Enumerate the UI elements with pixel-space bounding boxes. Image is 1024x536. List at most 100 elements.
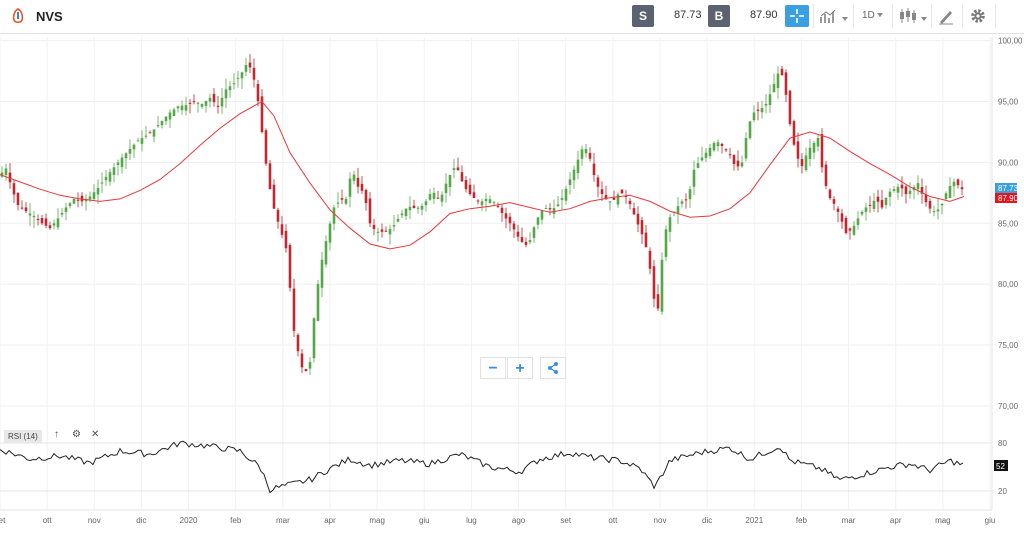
candle xyxy=(896,183,900,200)
candle xyxy=(368,191,372,227)
candle xyxy=(236,70,240,88)
candle xyxy=(224,78,228,108)
candle xyxy=(308,357,312,375)
candle xyxy=(12,180,16,204)
candle xyxy=(784,69,788,103)
candle xyxy=(704,147,708,162)
x-tick-label: feb xyxy=(230,516,242,525)
gear-icon xyxy=(971,9,985,23)
y-tick-label: 100,00 xyxy=(998,37,1023,46)
candle xyxy=(956,178,960,189)
interval-dropdown[interactable]: 1D xyxy=(860,4,888,28)
candle xyxy=(144,126,148,140)
candle xyxy=(300,349,304,373)
rsi-indicator-tag[interactable]: RSI (14) xyxy=(4,430,42,443)
candle xyxy=(476,199,480,205)
crosshair-button[interactable] xyxy=(785,5,809,27)
candle xyxy=(20,200,24,210)
chart-type-button[interactable] xyxy=(819,4,851,28)
candle xyxy=(228,80,232,98)
move-up-icon[interactable]: ↑ xyxy=(54,429,59,440)
candle xyxy=(920,178,924,204)
candle xyxy=(316,279,320,322)
candle xyxy=(528,232,532,245)
candle xyxy=(664,225,668,262)
candle xyxy=(508,212,512,232)
candle xyxy=(264,128,268,166)
x-tick-label: mag xyxy=(369,516,385,525)
candle xyxy=(440,191,444,207)
candle xyxy=(384,226,388,232)
buy-price-badge: 87.90 xyxy=(995,193,1019,203)
x-tick-label: mag xyxy=(935,516,951,525)
candle xyxy=(852,221,856,237)
candle xyxy=(284,224,288,253)
candle xyxy=(804,147,808,172)
settings-button[interactable] xyxy=(969,4,989,28)
candle xyxy=(280,216,284,239)
buy-price[interactable]: 87.90 xyxy=(750,9,778,21)
buy-button[interactable]: B xyxy=(708,5,730,27)
candle xyxy=(392,214,396,232)
share-button[interactable] xyxy=(540,357,566,379)
candle xyxy=(260,89,264,134)
candle xyxy=(756,101,760,121)
candle xyxy=(28,203,32,227)
candle xyxy=(848,227,852,240)
candle xyxy=(544,204,548,210)
indicator-settings-icon[interactable]: ⚙ xyxy=(72,429,81,440)
candlestick-series xyxy=(0,53,964,375)
crosshair-icon xyxy=(790,9,804,23)
candle xyxy=(944,191,948,201)
x-tick-label: 2020 xyxy=(180,516,198,525)
candle xyxy=(820,128,824,173)
sell-price[interactable]: 87.73 xyxy=(674,9,702,21)
rsi-value: 52 xyxy=(996,462,1005,471)
instrument-ticker: NVS xyxy=(36,9,63,24)
candle xyxy=(168,109,172,129)
x-tick-label: ott xyxy=(608,516,618,525)
chart-canvas[interactable]: 100,00 95,00 90,00 85,00 80,00 75,00 70,00 87.… xyxy=(0,34,1024,531)
candle xyxy=(124,152,128,169)
candle xyxy=(620,189,624,194)
candle xyxy=(644,224,648,248)
candle xyxy=(676,197,680,225)
candle xyxy=(296,333,300,357)
sell-button[interactable]: S xyxy=(632,5,654,27)
svg-text:87.73: 87.73 xyxy=(998,184,1019,193)
price-chart[interactable]: 100,00 95,00 90,00 85,00 80,00 75,00 70,00 87.… xyxy=(0,34,1024,531)
candle xyxy=(800,153,804,174)
candle xyxy=(904,185,908,204)
candle xyxy=(256,79,260,107)
candle xyxy=(184,96,188,116)
draw-button[interactable] xyxy=(937,4,957,28)
zoom-out-button[interactable]: − xyxy=(480,357,506,379)
candle xyxy=(192,94,196,105)
close-indicator-icon[interactable]: ✕ xyxy=(91,429,100,440)
candle xyxy=(504,207,508,229)
candle xyxy=(660,252,664,315)
candle xyxy=(312,317,316,363)
candle xyxy=(860,210,864,217)
candle xyxy=(608,201,612,211)
candles-button[interactable] xyxy=(898,4,928,28)
candle xyxy=(892,185,896,193)
candle xyxy=(348,172,352,208)
interval-label: 1D xyxy=(862,10,875,21)
zoom-in-button[interactable]: + xyxy=(507,357,533,379)
candle xyxy=(128,139,132,161)
candle xyxy=(724,148,728,152)
candle xyxy=(628,198,632,210)
candle xyxy=(924,185,928,207)
y-tick-label: 90,00 xyxy=(998,158,1019,167)
candle xyxy=(652,259,656,308)
candle xyxy=(220,87,224,114)
candle xyxy=(112,162,116,183)
candle xyxy=(844,215,848,235)
candle xyxy=(780,65,784,76)
candle xyxy=(412,199,416,209)
candle xyxy=(748,120,752,140)
candle xyxy=(116,159,120,176)
candle xyxy=(560,189,564,211)
candle xyxy=(764,94,768,114)
